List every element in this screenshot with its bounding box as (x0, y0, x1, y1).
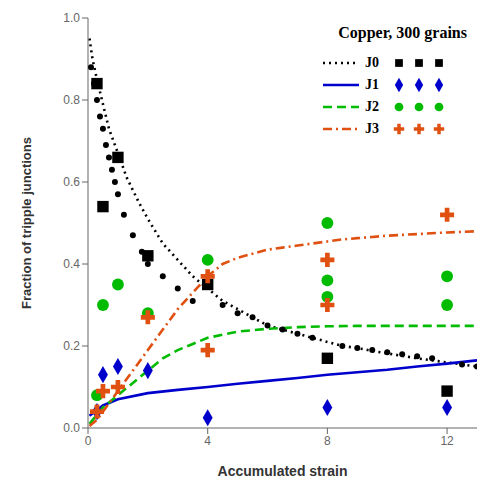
svg-text:1.0: 1.0 (63, 11, 80, 25)
svg-text:4: 4 (204, 434, 211, 448)
svg-text:Accumulated strain: Accumulated strain (218, 463, 348, 479)
svg-text:0.4: 0.4 (63, 257, 80, 271)
html-text:J3: J3 (365, 121, 379, 136)
svg-text:12: 12 (440, 434, 454, 448)
svg-text:0: 0 (85, 434, 92, 448)
svg-text:0.2: 0.2 (63, 339, 80, 353)
svg-text:0.0: 0.0 (63, 421, 80, 435)
html-text:J0: J0 (365, 55, 379, 70)
html-text:J1: J1 (365, 77, 379, 92)
svg-text:Fraction of tripple junctions: Fraction of tripple junctions (19, 137, 34, 309)
svg-text:8: 8 (324, 434, 331, 448)
svg-text:0.6: 0.6 (63, 175, 80, 189)
html-text:Copper, 300 grains: Copper, 300 grains (338, 24, 467, 41)
html-text:J2: J2 (365, 99, 379, 114)
svg-text:0.8: 0.8 (63, 93, 80, 107)
